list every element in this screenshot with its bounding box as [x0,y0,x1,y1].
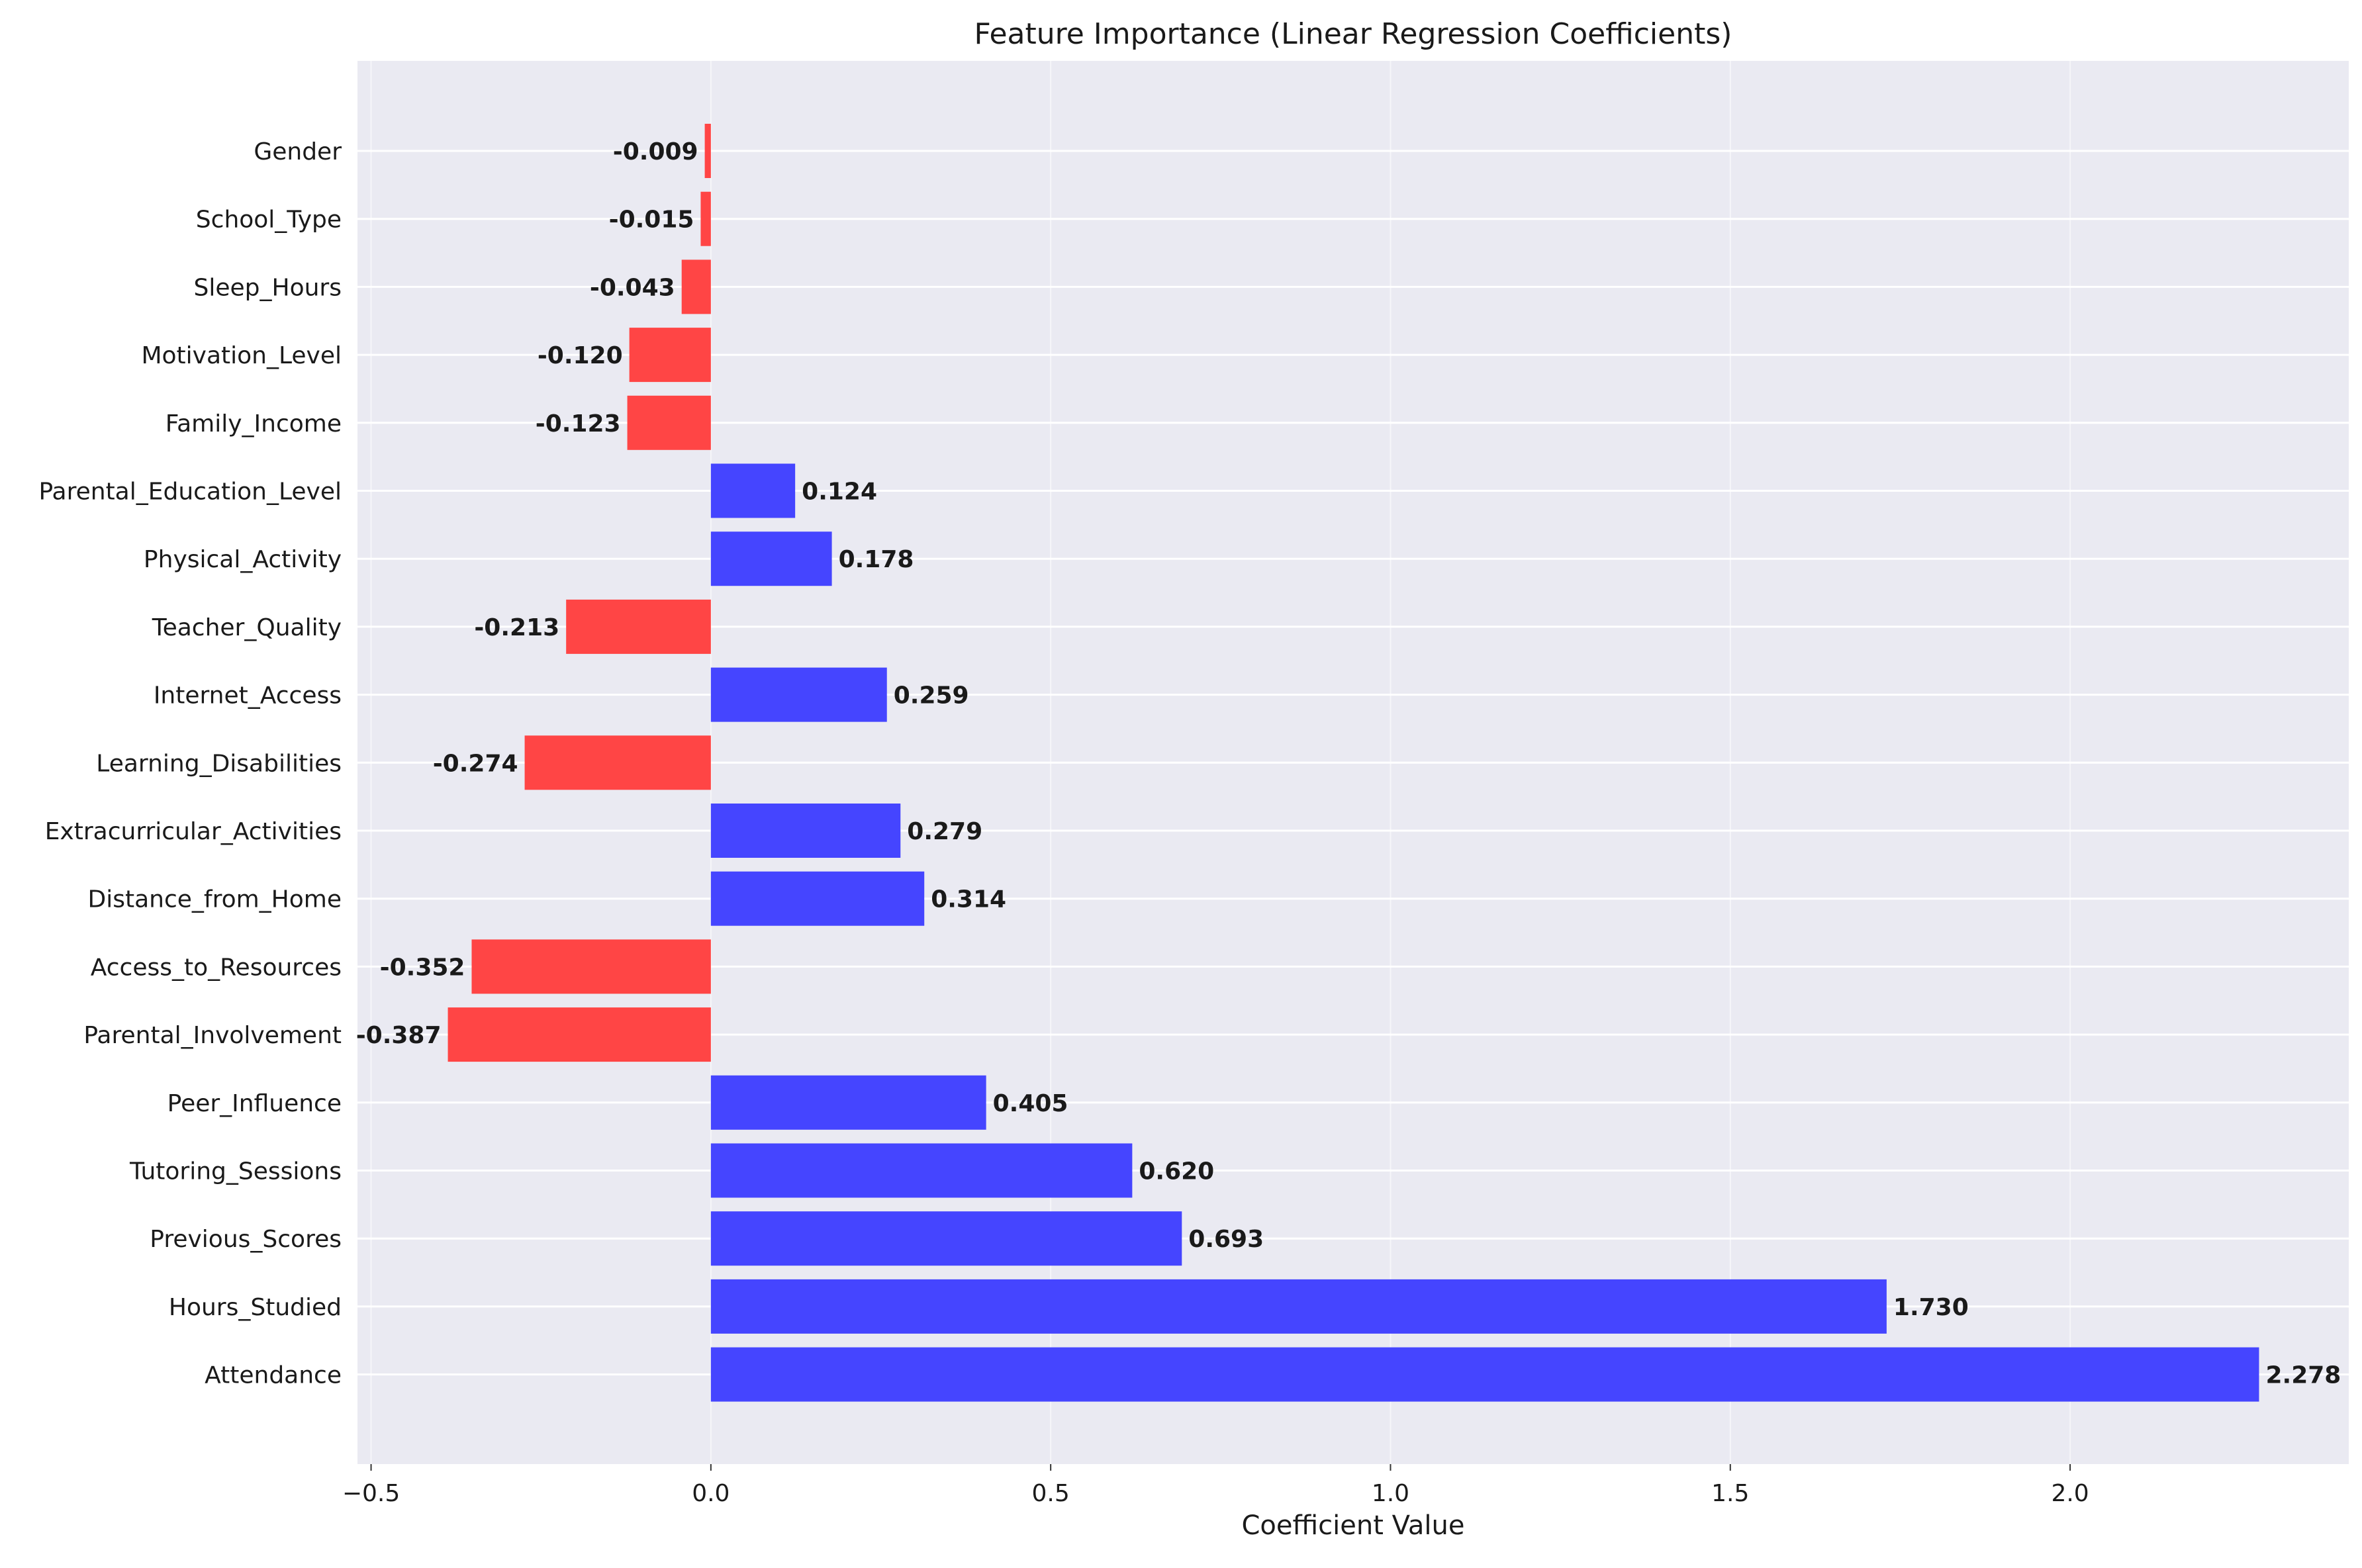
bar-sleep-hours [681,259,711,314]
bar-distance-from-home [710,871,925,926]
data-label: -0.015 [609,207,694,234]
data-label: 1.730 [1893,1294,1969,1321]
y-tick-label: Previous_Scores [150,1226,342,1253]
y-tick-label: Parental_Involvement [83,1022,342,1049]
bar-internet-access [710,667,887,722]
data-label: -0.352 [380,954,465,981]
data-label: 0.124 [802,479,877,506]
bars [448,124,2259,1402]
y-tick-labels: Gender School_Type Sleep_Hours Motivation_L… [38,138,342,1389]
bar-tutoring-sessions [710,1143,1133,1198]
bar-access-to-resources [471,939,711,994]
data-label: 0.178 [839,546,914,573]
x-tick-label: 0.5 [1032,1480,1070,1507]
y-tick-label: Sleep_Hours [194,274,342,301]
data-label: -0.123 [536,410,621,438]
y-tick-label: Gender [254,138,342,165]
x-tick-labels: −0.5 0.0 0.5 1.0 1.5 2.0 [342,1464,2089,1507]
data-label: -0.043 [590,274,675,301]
y-tick-label: Access_to_Resources [91,954,342,981]
data-label: -0.213 [474,614,559,641]
bar-motivation-level [629,328,711,383]
bar-learning-disabilities [524,735,711,790]
x-tick-label: 0.0 [692,1480,730,1507]
y-tick-label: Learning_Disabilities [96,750,342,777]
y-tick-label: School_Type [196,207,342,234]
bar-peer-influence [710,1075,986,1130]
bar-teacher-quality [566,599,711,654]
data-labels: -0.009 -0.015 -0.043 -0.120 -0.123 0.124 0.178… [356,138,2341,1389]
x-tick-label: 2.0 [2051,1480,2089,1507]
bar-parental-involvement [448,1007,711,1062]
chart-title: Feature Importance (Linear Regression Co… [974,17,1732,51]
data-label: 0.279 [907,818,982,845]
y-tick-label: Internet_Access [154,682,342,710]
bar-extracurricular-activities [710,804,901,858]
data-label: -0.009 [613,138,698,165]
y-tick-label: Parental_Education_Level [38,479,342,506]
y-tick-label: Physical_Activity [144,546,342,573]
data-label: 0.693 [1188,1226,1264,1253]
data-label: 0.405 [993,1090,1068,1117]
data-label: 0.259 [894,682,969,710]
data-label: 2.278 [2265,1362,2341,1389]
bar-gender [704,124,711,178]
data-label: -0.274 [433,750,518,777]
y-tick-label: Peer_Influence [167,1090,342,1117]
x-tick-label: −0.5 [342,1480,400,1507]
data-label: 0.314 [931,886,1006,913]
data-label: -0.120 [538,342,623,369]
bar-previous-scores [710,1211,1182,1266]
y-tick-label: Distance_from_Home [87,886,342,913]
x-tick-label: 1.0 [1372,1480,1409,1507]
data-label: -0.387 [356,1022,442,1049]
y-tick-label: Tutoring_Sessions [129,1158,342,1185]
x-tick-label: 1.5 [1711,1480,1749,1507]
bar-hours-studied [710,1279,1887,1334]
data-label: 0.620 [1139,1158,1214,1185]
y-tick-label: Attendance [205,1362,342,1389]
bar-family-income [627,395,711,450]
bar-attendance [710,1347,2259,1402]
y-tick-label: Extracurricular_Activities [45,818,342,845]
x-axis-title: Coefficient Value [1242,1510,1465,1541]
y-tick-label: Teacher_Quality [152,614,342,641]
bar-physical-activity [710,531,832,586]
bar-parental-education-level [710,463,796,518]
bar-school-type [700,191,711,246]
y-tick-label: Family_Income [165,410,342,438]
y-tick-label: Motivation_Level [141,342,342,369]
y-tick-label: Hours_Studied [169,1294,342,1321]
